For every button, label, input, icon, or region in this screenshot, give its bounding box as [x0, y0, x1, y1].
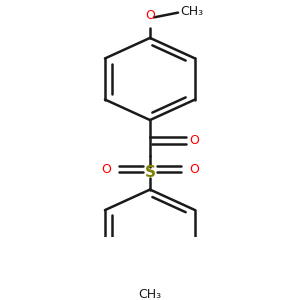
- Text: O: O: [145, 9, 155, 22]
- Text: CH₃: CH₃: [138, 288, 162, 300]
- Text: O: O: [189, 134, 199, 147]
- Text: S: S: [145, 165, 155, 180]
- Text: O: O: [189, 163, 199, 176]
- Text: CH₃: CH₃: [180, 4, 203, 18]
- Text: O: O: [101, 163, 111, 176]
